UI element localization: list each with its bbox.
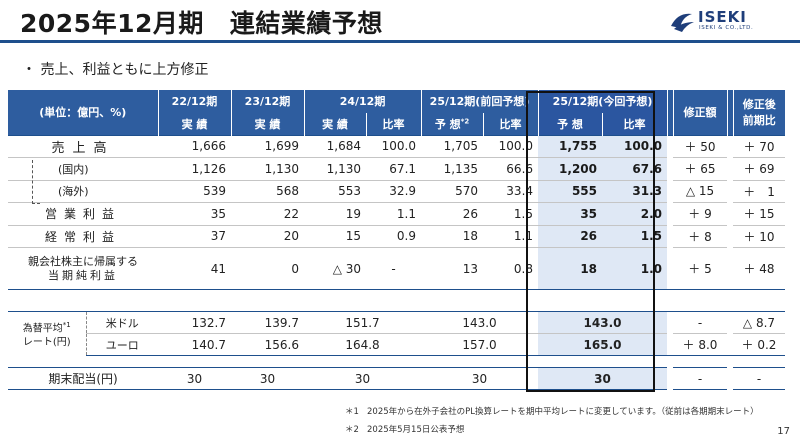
table-row-domestic: (国内) 1,126 1,130 1,130 67.1 1,135 66.6 1… <box>8 157 786 180</box>
sub-forecast-prev: 予 想*2 <box>420 112 484 135</box>
table-row-sales: 売上高 1,666 1,699 1,684 100.0 1,705 100.0 … <box>8 134 786 158</box>
revision-header: 修正額 <box>672 90 728 135</box>
row-label: 経常利益 <box>8 224 158 248</box>
period-22: 22/12期 <box>157 90 231 113</box>
table-row-net-income: 親会社株主に帰属する 当期純利益 41 0 △ 30 - 13 0.8 18 1.… <box>8 247 786 290</box>
row-label: 親会社株主に帰属する 当期純利益 <box>8 247 158 290</box>
unit-label: (単位：億円、%) <box>8 90 158 135</box>
dividend-row: 期末配当(円) 30 30 30 30 30 - - <box>8 367 785 390</box>
currency-eur: ユーロ <box>85 333 158 356</box>
currency-usd: 米ドル <box>85 311 158 334</box>
period-24: 24/12期 <box>303 90 422 113</box>
vs-prev-header: 修正後 前期比 <box>732 90 786 135</box>
sub-actual-23: 実 績 <box>230 112 304 135</box>
iseki-logo-icon <box>671 13 694 32</box>
header-row-sub: 実 績 実 績 実 績 比率 予 想*2 比率 予 想 比率 <box>8 112 785 135</box>
table-row-ordinary-profit: 経常利益 37 20 15 0.9 18 1.1 26 1.5 ＋ 8 ＋ 10 <box>8 224 786 248</box>
note-1-marker: *1 <box>62 320 71 329</box>
dividend-table: 期末配当(円) 30 30 30 30 30 - - <box>8 367 785 390</box>
header-row-periods: (単位：億円、%) 22/12期 23/12期 24/12期 25/12期(前回… <box>8 90 786 135</box>
page-title: 2025年12月期 連結業績予想 <box>20 9 383 38</box>
sub-actual-24: 実 績 <box>303 112 366 135</box>
sub-ratio-curr: 比率 <box>601 112 668 135</box>
fx-row-usd: 為替平均*1 レート(円) 米ドル 132.7 139.7 151.7 143.0… <box>8 311 785 356</box>
footnote-2: ＊2 2025年5月15日公表予想 <box>345 425 465 435</box>
footnote-1: ＊1 2025年から在外子会社のPL換算レートを期中平均レートに変更しています。（… <box>345 407 759 417</box>
fx-row-eur: ユーロ 140.7 156.6 164.8 157.0 165.0 ＋ 8.0 … <box>8 333 785 356</box>
sub-ratio-prev: 比率 <box>482 112 539 135</box>
sub-forecast-curr: 予 想 <box>537 112 603 135</box>
note-2-marker: *2 <box>460 116 470 125</box>
period-25-prev: 25/12期(前回予想) <box>420 90 539 113</box>
summary-bullet: ・ 売上、利益ともに上方修正 <box>22 62 209 78</box>
period-23: 23/12期 <box>230 90 304 113</box>
row-label: 売上高 <box>8 134 158 158</box>
row-label: 営業利益 <box>8 202 158 225</box>
logo-subtitle: ISEKI & CO.,LTD. <box>699 25 754 31</box>
subtotal-bracket <box>32 160 40 204</box>
fx-label: 為替平均*1 レート(円) <box>8 311 86 356</box>
period-25-curr: 25/12期(今回予想) <box>537 90 668 113</box>
company-logo: ISEKI ISEKI & CO.,LTD. <box>668 8 778 34</box>
row-label: (国内) <box>8 157 158 180</box>
header-rule <box>0 40 800 43</box>
sub-actual-22: 実 績 <box>157 112 231 135</box>
sub-ratio-24: 比率 <box>365 112 422 135</box>
table-row-overseas: (海外) 539 568 553 32.9 570 33.4 555 31.3 … <box>8 179 786 203</box>
fx-rate-table: 為替平均*1 レート(円) 米ドル 132.7 139.7 151.7 143.0… <box>8 311 785 356</box>
table-row-operating-profit: 営業利益 35 22 19 1.1 26 1.5 35 2.0 ＋ 9 ＋ 15 <box>8 202 786 225</box>
row-label: (海外) <box>8 179 158 203</box>
logo-brand: ISEKI <box>698 8 747 26</box>
dividend-label: 期末配当(円) <box>8 367 158 390</box>
forecast-table: (単位：億円、%) 22/12期 23/12期 24/12期 25/12期(前回… <box>8 90 786 290</box>
page-number: 17 <box>777 426 790 437</box>
